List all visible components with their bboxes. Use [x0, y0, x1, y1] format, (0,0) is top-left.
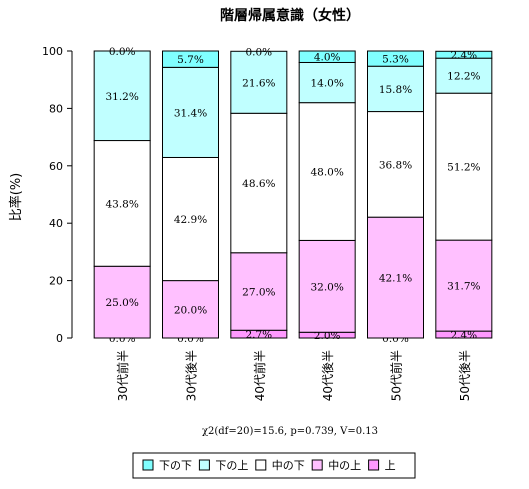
bar-stack: 2.7% 27.0% 48.6% 21.6% 0.0%	[230, 46, 288, 341]
legend-entry-label: 中の上	[328, 459, 361, 472]
y-tick-label: 20	[49, 275, 63, 288]
category-labels: 30代前半 30代後半 40代前半 40代後半 50代前半 50代後半	[115, 350, 472, 401]
legend-swatch	[368, 459, 380, 471]
bar-segment	[367, 50, 424, 67]
bar-segment	[435, 50, 493, 59]
segment-value-label: 43.8%	[105, 198, 138, 210]
segment-value-label: 51.2%	[447, 162, 480, 174]
category-label: 30代前半	[115, 350, 130, 401]
bar-segment	[435, 92, 493, 241]
y-tick-label: 60	[49, 160, 63, 173]
legend-swatch	[311, 459, 323, 471]
bar-segment	[298, 239, 356, 333]
bar-segment	[162, 156, 219, 282]
bar-segment	[230, 50, 288, 114]
bar-stack: 0.0%42.1%36.8%15.8%5.3%	[367, 50, 424, 345]
legend-swatch	[198, 459, 210, 471]
legend-swatch	[255, 459, 267, 471]
legend-entry-label: 下の下	[159, 459, 192, 472]
segment-value-label: 31.4%	[174, 107, 207, 119]
category-label: 50代後半	[458, 350, 472, 401]
bar-stack: 0.0%20.0%42.9%31.4%5.7%	[162, 50, 219, 345]
segment-value-label: 48.6%	[242, 178, 275, 190]
segment-value-label: 5.7%	[177, 54, 204, 66]
y-tick-label: 40	[49, 217, 63, 230]
segment-value-label: 20.0%	[174, 304, 207, 316]
segment-value-label: 2.4%	[450, 50, 477, 62]
legend-swatch	[142, 459, 154, 471]
legend-entry-label: 下の上	[215, 459, 248, 472]
segment-value-label: 48.0%	[310, 167, 343, 179]
bar-stack: 2.0% 32.0% 48.0% 14.0% 4.0%	[298, 50, 356, 342]
segment-value-label: 31.7%	[447, 281, 480, 293]
y-tick-label: 100	[42, 45, 63, 58]
bar-stack: 2.4% 31.7% 51.2% 12.2% 2.4%	[435, 50, 493, 342]
segment-value-label: 5.3%	[382, 54, 409, 66]
chi-square-note: χ2(df=20)=15.6, p=0.739, V=0.13	[202, 426, 378, 437]
category-label: 30代後半	[185, 350, 199, 401]
segment-value-label: 25.0%	[105, 297, 138, 309]
y-tick-label: 0	[56, 332, 63, 345]
legend: 下の下 下の上 中の下 中の上 上	[132, 452, 416, 479]
category-label: 50代前半	[389, 350, 404, 401]
segment-value-label: 2.7%	[245, 329, 272, 341]
segment-value-label: 0.0%	[109, 46, 136, 58]
segment-value-label: 2.4%	[450, 330, 477, 342]
bar-segment	[298, 61, 356, 104]
segment-value-label: 0.0%	[245, 46, 272, 58]
bar-segment	[435, 57, 493, 94]
bar-stack: 0.0%25.0%43.8%31.2%0.0%	[93, 46, 151, 345]
bar-segment	[367, 111, 424, 218]
segment-value-label: 21.6%	[242, 77, 275, 89]
chart-title: 階層帰属意識（女性）	[220, 7, 360, 24]
bar-segment	[298, 102, 356, 241]
segment-value-label: 32.0%	[310, 281, 343, 293]
segment-value-label: 36.8%	[379, 159, 412, 171]
y-tick-label: 80	[49, 102, 63, 115]
bar-segment	[367, 65, 424, 113]
y-axis: 0 20 40 60 80 100	[42, 45, 73, 345]
y-axis-label: 比率(%)	[8, 173, 24, 222]
segment-value-label: 15.8%	[379, 84, 412, 96]
legend-box	[132, 452, 416, 479]
segment-value-label: 2.0%	[314, 330, 341, 342]
segment-value-label: 42.1%	[379, 273, 412, 285]
category-label: 40代後半	[321, 350, 335, 401]
category-label: 40代前半	[252, 350, 267, 401]
segment-value-label: 42.9%	[174, 214, 207, 226]
bar-segment	[162, 280, 219, 339]
bar-segment	[230, 112, 288, 254]
segment-value-label: 4.0%	[314, 52, 341, 64]
bar-segment	[162, 50, 219, 68]
segment-value-label: 14.0%	[310, 78, 343, 90]
legend-entry-label: 上	[385, 459, 396, 472]
bar-segment	[435, 239, 493, 332]
bar-segment	[93, 140, 151, 267]
bar-segment	[93, 50, 151, 142]
legend-entry-label: 中の下	[272, 459, 305, 472]
bar-segment	[367, 216, 424, 339]
segment-value-label: 27.0%	[242, 287, 275, 299]
bar-segment	[162, 66, 219, 158]
segment-value-label: 12.2%	[447, 71, 480, 83]
bar-segment	[298, 50, 356, 63]
bars: 0.0%25.0%43.8%31.2%0.0%0.0%20.0%42.9%31.…	[93, 46, 493, 345]
segment-value-label: 31.2%	[105, 91, 138, 103]
